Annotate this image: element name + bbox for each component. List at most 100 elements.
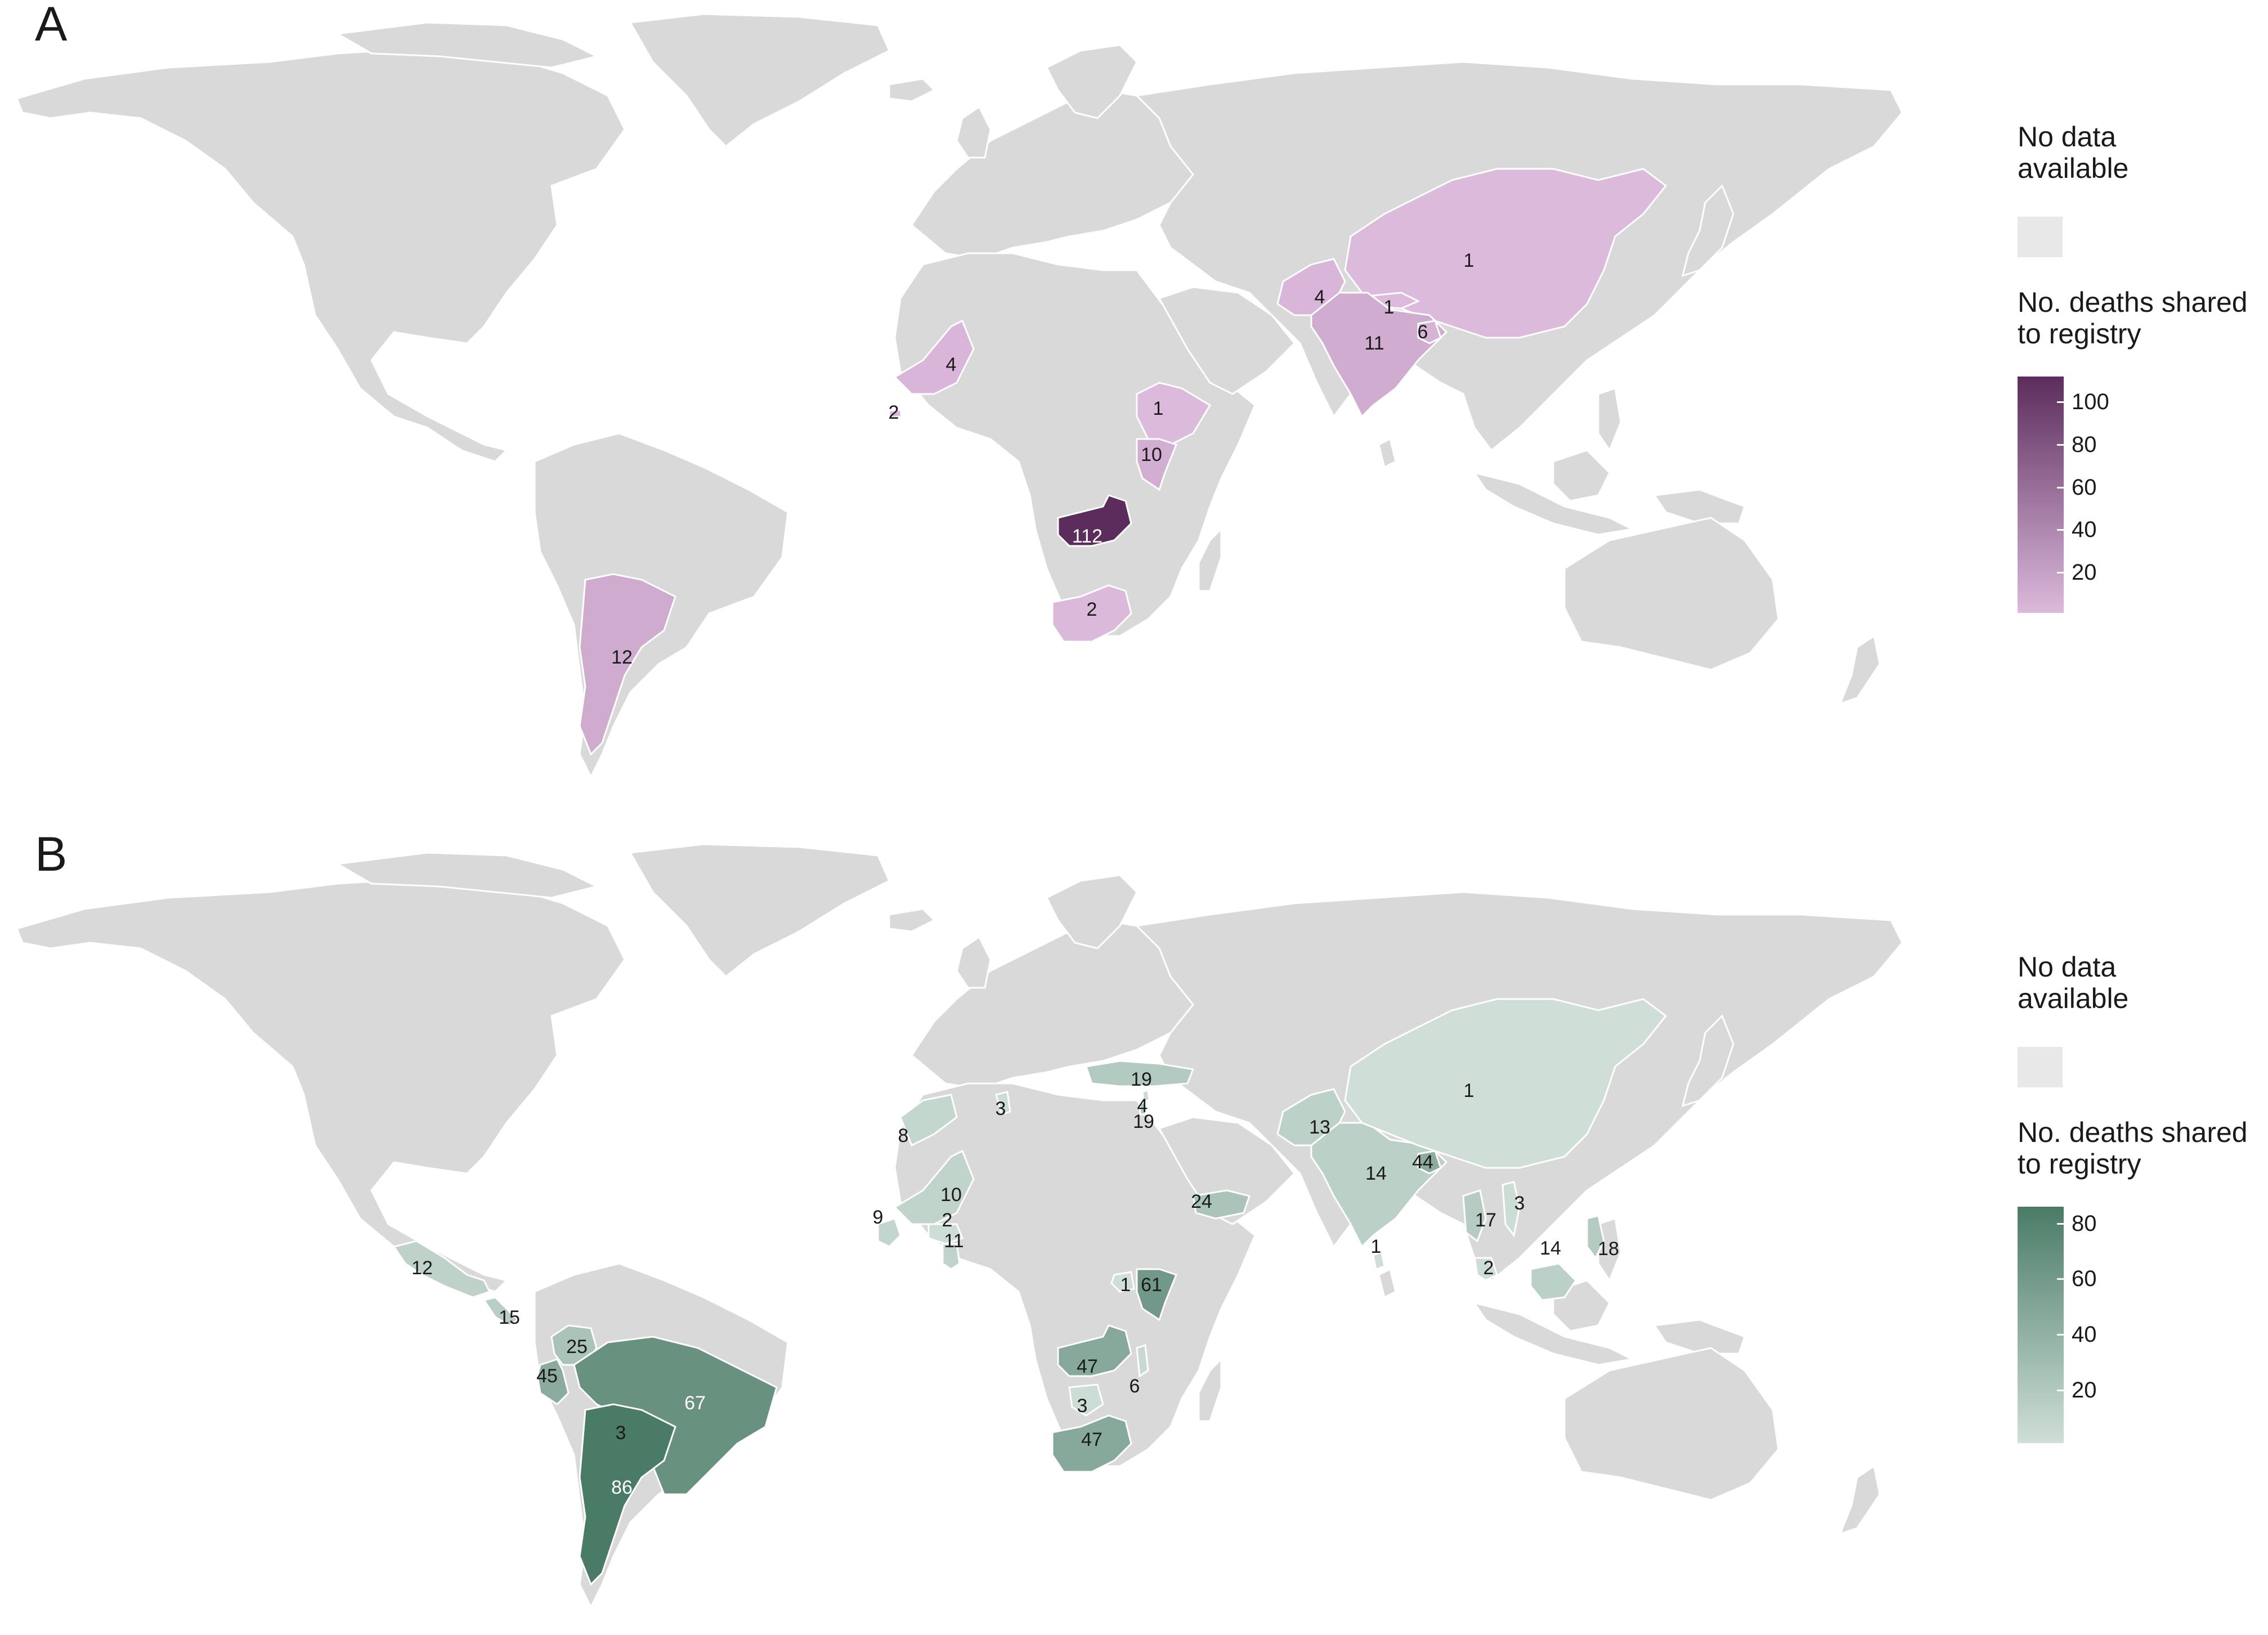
value-label-south-africa: 2 xyxy=(1087,599,1097,620)
legend-tick-mark xyxy=(2057,1334,2064,1336)
region-turkey xyxy=(1085,1060,1195,1087)
value-label-zambia: 47 xyxy=(1077,1356,1098,1377)
region-botswana xyxy=(1068,1383,1104,1417)
value-label-central-america: 15 xyxy=(499,1307,520,1328)
region-mali xyxy=(893,319,975,395)
legend-tick-mark xyxy=(2057,486,2064,489)
landmass-philippines xyxy=(1597,387,1622,453)
legend-tick-mark xyxy=(2057,1278,2064,1280)
value-label-peru: 45 xyxy=(536,1365,558,1387)
value-label-malaysia: 2 xyxy=(1483,1257,1494,1279)
legend-tick-label: 40 xyxy=(2072,1322,2097,1347)
landmass-new-zealand xyxy=(1839,634,1881,705)
region-thailand xyxy=(1462,1189,1487,1243)
value-label-ethiopia: 1 xyxy=(1153,398,1164,419)
value-label-nepal: 1 xyxy=(1384,297,1395,318)
legend-tick-label: 20 xyxy=(2072,1378,2097,1403)
panel-letter: A xyxy=(35,0,68,51)
legend-tick-mark xyxy=(2057,1390,2064,1392)
landmass-japan xyxy=(1681,184,1734,277)
value-label-pakistan: 13 xyxy=(1309,1117,1330,1138)
region-philippines xyxy=(1586,1215,1605,1260)
region-tunisia xyxy=(995,1091,1011,1116)
landmass-greenland xyxy=(629,13,890,148)
region-mexico xyxy=(392,1240,491,1298)
region-guinea xyxy=(877,1217,902,1248)
value-label-philippines: 18 xyxy=(1598,1238,1619,1260)
value-label-kenya: 10 xyxy=(1141,444,1162,465)
region-zambia xyxy=(1057,494,1132,547)
region-ethiopia xyxy=(1136,382,1212,446)
landmass-philippines xyxy=(1597,1217,1622,1283)
landmass-africa xyxy=(894,252,1256,637)
region-china xyxy=(1344,998,1668,1169)
landmass-madagascar xyxy=(1198,1357,1222,1422)
legend-nodata-title: No data available xyxy=(2018,121,2129,184)
landmass-iceland xyxy=(888,78,936,102)
region-ghana xyxy=(942,1243,961,1270)
legend-gradient-bar xyxy=(2018,377,2064,613)
value-label-malawi: 6 xyxy=(1129,1376,1140,1397)
value-label-burkina-faso: 2 xyxy=(942,1210,953,1231)
landmass-new-guinea xyxy=(1653,489,1746,525)
value-label-tunisia: 3 xyxy=(996,1098,1006,1119)
value-label-china: 1 xyxy=(1464,250,1474,271)
landmass-japan xyxy=(1681,1014,1734,1108)
landmass-scandinavia xyxy=(1045,874,1138,949)
landmass-scandinavia xyxy=(1045,44,1138,119)
legend-tick-label: 80 xyxy=(2072,1211,2097,1236)
landmass-north-america xyxy=(15,47,626,463)
region-burkina-faso xyxy=(927,1223,963,1245)
region-sri-lanka xyxy=(1372,1251,1386,1270)
legend-nodata-swatch xyxy=(2018,1047,2063,1087)
landmass-arctic-islands xyxy=(335,852,599,899)
legend-tick-mark xyxy=(2057,444,2064,446)
value-label-india: 14 xyxy=(1365,1163,1387,1184)
value-label-uganda: 1 xyxy=(1120,1274,1131,1296)
value-label-south-africa: 47 xyxy=(1081,1429,1102,1450)
landmass-indonesia xyxy=(1472,1301,1635,1366)
value-label-yemen: 24 xyxy=(1191,1191,1212,1212)
value-label-mexico: 12 xyxy=(411,1257,433,1279)
region-vietnam xyxy=(1501,1181,1521,1238)
value-label-china: 1 xyxy=(1464,1080,1474,1101)
landmass-australia xyxy=(1563,1347,1780,1501)
legend-tick-mark xyxy=(2057,529,2064,531)
region-bangladesh xyxy=(1417,1150,1442,1175)
region-china xyxy=(1344,168,1668,339)
panel-letter: B xyxy=(35,827,68,881)
region-argentina xyxy=(579,1403,676,1586)
value-label-bangladesh: 44 xyxy=(1412,1152,1433,1173)
landmass-new-zealand xyxy=(1839,1464,1881,1535)
region-lebanon xyxy=(1141,1089,1150,1103)
region-south-africa xyxy=(1051,1414,1132,1473)
legend-tick-label: 40 xyxy=(2072,517,2097,543)
region-malaysia xyxy=(1473,1257,1498,1282)
legend-nodata-swatch xyxy=(2018,217,2063,257)
landmass-sri-lanka xyxy=(1378,1267,1397,1299)
region-malawi xyxy=(1136,1343,1149,1378)
landmass-europe xyxy=(911,89,1194,260)
value-label-morocco: 8 xyxy=(898,1125,909,1146)
legend-scale-title: No. deaths shared to registry xyxy=(2018,286,2248,350)
legend-tick-label: 100 xyxy=(2072,389,2109,415)
landmass-iceland xyxy=(888,908,936,933)
landmass-arabia xyxy=(1158,286,1296,395)
value-label-pakistan: 4 xyxy=(1315,286,1325,308)
legend-tick-label: 20 xyxy=(2072,560,2097,585)
region-argentina xyxy=(579,573,676,756)
region-gambia xyxy=(888,409,903,419)
value-label-zambia: 112 xyxy=(1072,526,1102,547)
legend-tick-label: 60 xyxy=(2072,1266,2097,1292)
value-label-brazil: 67 xyxy=(684,1392,706,1414)
map-legend: No data available No. deaths shared to r… xyxy=(2018,121,2265,613)
value-label-india: 11 xyxy=(1364,333,1384,354)
region-kenya xyxy=(1136,438,1177,491)
landmass-new-guinea xyxy=(1653,1319,1746,1355)
legend-color-scale: 100 80 60 40 20 xyxy=(2018,377,2265,613)
region-mali xyxy=(893,1149,975,1225)
value-label-thailand: 17 xyxy=(1475,1210,1496,1231)
value-label-mali: 10 xyxy=(940,1184,962,1206)
